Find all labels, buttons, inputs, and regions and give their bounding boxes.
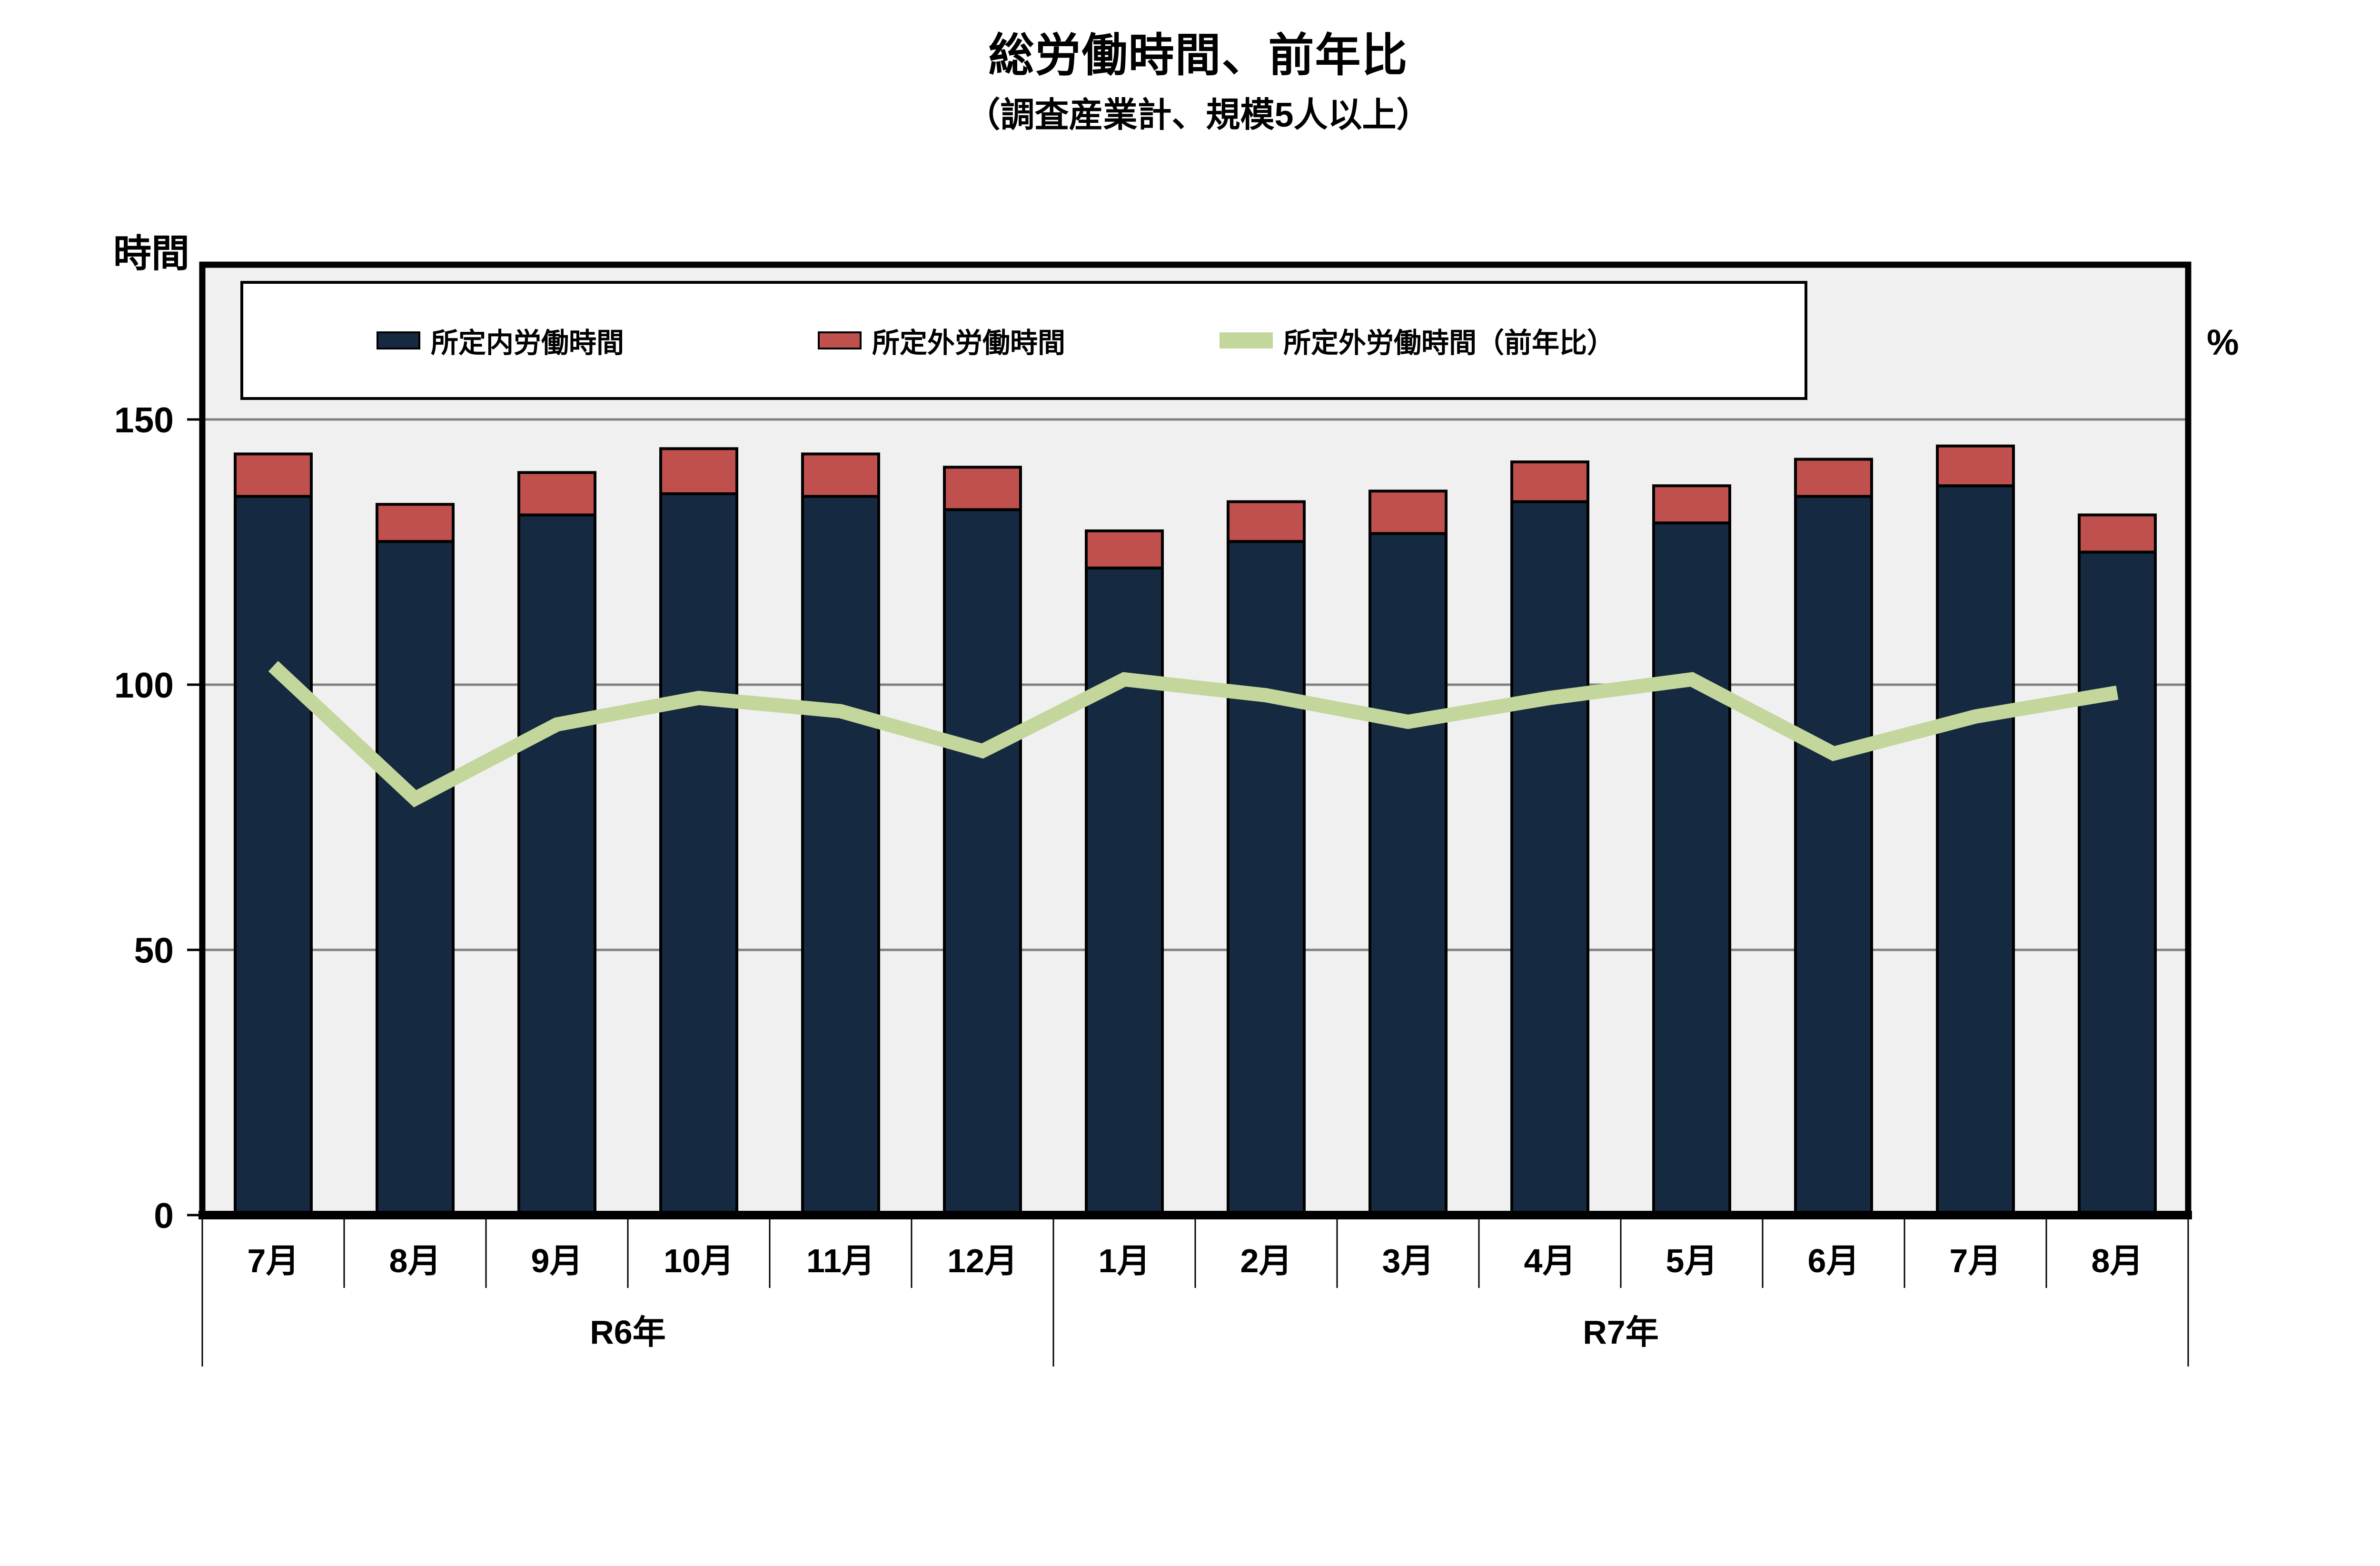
bar-regular-hours <box>1085 566 1164 1217</box>
x-axis-label: 8月 <box>2092 1242 2143 1279</box>
bar-regular-hours <box>801 495 880 1217</box>
right-axis-unit-label: % <box>2207 322 2239 363</box>
x-axis-label: 8月 <box>389 1242 441 1279</box>
bar-overtime-hours <box>2078 513 2157 554</box>
x-axis-label: 2月 <box>1240 1242 1292 1279</box>
year-group-label: R6年 <box>590 1314 665 1351</box>
x-axis-label: 7月 <box>1950 1242 2002 1279</box>
bar-overtime-hours <box>1510 460 1589 503</box>
left-axis-unit-label: 時間 <box>113 232 189 275</box>
bar-regular-hours <box>1652 521 1731 1217</box>
chart-title: 総労働時間、前年比 <box>988 30 1408 81</box>
y-axis-tick-label: 150 <box>114 400 174 440</box>
x-axis-label: 11月 <box>806 1242 875 1279</box>
bar-overtime-hours <box>659 447 738 495</box>
regular-hours-swatch-icon <box>377 331 420 349</box>
bar-regular-hours <box>1936 484 2015 1217</box>
bar-regular-hours <box>1510 500 1589 1217</box>
x-axis-label: 3月 <box>1382 1242 1434 1279</box>
yoy-line-swatch-icon <box>1220 332 1273 349</box>
x-axis-label: 1月 <box>1099 1242 1150 1279</box>
bar-regular-hours <box>376 540 455 1217</box>
bar-overtime-hours <box>1794 458 1873 498</box>
legend-item-overtime-hours: 所定外労働時間 <box>818 284 1065 397</box>
legend-label: 所定外労働時間 <box>872 328 1066 359</box>
x-axis-label: 7月 <box>248 1242 299 1279</box>
bar-regular-hours <box>659 492 738 1217</box>
x-axis-label: 12月 <box>947 1242 1018 1279</box>
legend-label: 所定外労働時間（前年比） <box>1283 328 1615 359</box>
bar-overtime-hours <box>1936 444 2015 488</box>
bar-overtime-hours <box>234 452 313 498</box>
bar-regular-hours <box>1227 540 1306 1217</box>
legend: 所定内労働時間 所定外労働時間 所定外労働時間（前年比） <box>240 281 1807 400</box>
bar-regular-hours <box>234 495 313 1217</box>
bar-regular-hours <box>1368 532 1448 1217</box>
legend-label: 所定内労働時間 <box>431 328 625 359</box>
yoy-line <box>268 661 2119 808</box>
bar-overtime-hours <box>1368 489 1448 535</box>
x-axis-label: 10月 <box>664 1242 734 1279</box>
y-axis-tick-label: 0 <box>154 1196 174 1236</box>
bar-overtime-hours <box>943 466 1022 511</box>
chart-subtitle: （調査産業計、規模5人以上） <box>966 96 1431 134</box>
legend-item-regular-hours: 所定内労働時間 <box>377 284 624 397</box>
bar-regular-hours <box>943 508 1022 1217</box>
bar-overtime-hours <box>1085 529 1164 569</box>
bar-regular-hours <box>517 513 596 1217</box>
bar-overtime-hours <box>1227 500 1306 543</box>
x-axis-label: 5月 <box>1666 1242 1718 1279</box>
bar-regular-hours <box>2078 550 2157 1217</box>
y-axis-tick-label: 50 <box>134 930 174 970</box>
x-axis-label: 6月 <box>1808 1242 1860 1279</box>
x-axis-label: 4月 <box>1524 1242 1576 1279</box>
y-axis-tick-label: 100 <box>114 665 174 705</box>
bar-overtime-hours <box>376 503 455 543</box>
bar-overtime-hours <box>517 471 596 517</box>
bar-overtime-hours <box>801 452 880 498</box>
overtime-hours-swatch-icon <box>818 331 862 349</box>
x-axis-label: 9月 <box>531 1242 583 1279</box>
bar-overtime-hours <box>1652 484 1731 525</box>
legend-item-yoy-line: 所定外労働時間（前年比） <box>1220 284 1615 397</box>
bar-regular-hours <box>1794 495 1873 1217</box>
year-group-label: R7年 <box>1583 1314 1658 1351</box>
